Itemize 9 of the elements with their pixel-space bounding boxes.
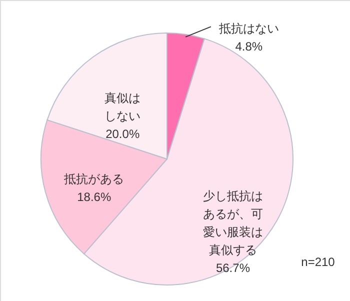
data-label: 20.0% — [106, 126, 140, 141]
slice-label: 抵抗はない — [218, 22, 279, 36]
slice-label: 少し抵抗はあるが、可愛い服装は真似する — [202, 188, 263, 257]
data-label: 18.6% — [77, 190, 112, 204]
text: n=210 — [301, 255, 336, 269]
slice-label: 抵抗がある — [63, 172, 124, 186]
data-label: 56.7% — [216, 260, 250, 275]
data-label: 4.8% — [235, 40, 263, 54]
slice-label: 真似はしない — [104, 90, 141, 123]
